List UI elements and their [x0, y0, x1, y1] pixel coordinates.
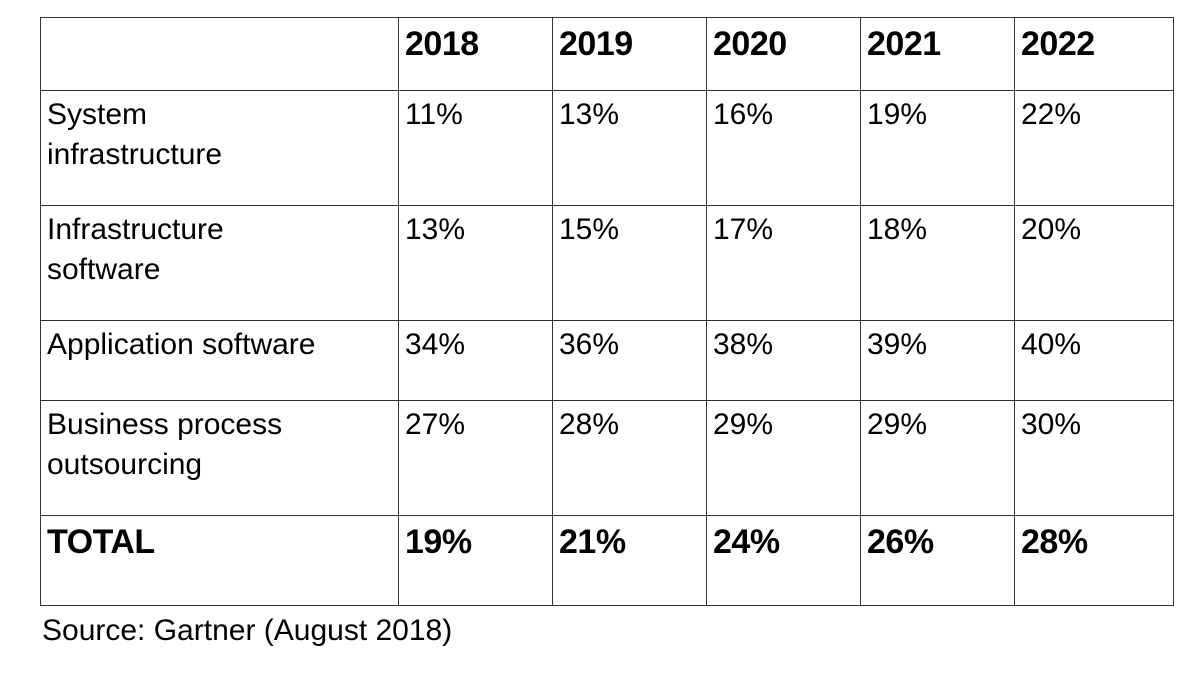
data-cell: 27%	[398, 400, 553, 516]
data-cell: 30%	[1014, 400, 1174, 516]
data-cell: 40%	[1014, 320, 1174, 401]
percentages-table: 2018 2019 2020 2021 2022 System infrastructu…	[40, 17, 1174, 606]
data-table-container: 2018 2019 2020 2021 2022 System infrastructu…	[40, 17, 1174, 606]
table-body: System infrastructure 11% 13% 16% 19% 22% Infr…	[40, 90, 1174, 606]
data-cell: 28%	[552, 400, 707, 516]
row-label: Infrastructure software	[40, 205, 399, 321]
row-label: System infrastructure	[40, 90, 399, 206]
data-cell: 39%	[860, 320, 1015, 401]
data-cell: 26%	[860, 515, 1015, 606]
data-cell: 24%	[706, 515, 861, 606]
data-cell: 28%	[1014, 515, 1174, 606]
data-cell: 20%	[1014, 205, 1174, 321]
data-cell: 11%	[398, 90, 553, 206]
data-cell: 36%	[552, 320, 707, 401]
header-cell-year: 2019	[552, 17, 707, 91]
table-header: 2018 2019 2020 2021 2022	[40, 17, 1174, 91]
data-cell: 22%	[1014, 90, 1174, 206]
table-row: Infrastructure software 13% 15% 17% 18% 20%	[40, 205, 1174, 321]
table-row: System infrastructure 11% 13% 16% 19% 22%	[40, 90, 1174, 206]
source-attribution: Source: Gartner (August 2018)	[42, 614, 453, 647]
header-cell-year: 2020	[706, 17, 861, 91]
data-cell: 21%	[552, 515, 707, 606]
row-label: Business process outsourcing	[40, 400, 399, 516]
data-cell: 13%	[398, 205, 553, 321]
data-cell: 19%	[398, 515, 553, 606]
data-cell: 29%	[860, 400, 1015, 516]
data-cell: 38%	[706, 320, 861, 401]
data-cell: 13%	[552, 90, 707, 206]
header-cell-year: 2018	[398, 17, 553, 91]
data-cell: 16%	[706, 90, 861, 206]
data-cell: 29%	[706, 400, 861, 516]
data-cell: 18%	[860, 205, 1015, 321]
table-row: Business process outsourcing 27% 28% 29% 29%…	[40, 400, 1174, 516]
table-row: Application software 34% 36% 38% 39% 40%	[40, 320, 1174, 401]
data-cell: 19%	[860, 90, 1015, 206]
data-cell: 15%	[552, 205, 707, 321]
table-row: TOTAL 19% 21% 24% 26% 28%	[40, 515, 1174, 606]
header-cell-year: 2021	[860, 17, 1015, 91]
header-cell-year: 2022	[1014, 17, 1174, 91]
row-label: Application software	[40, 320, 399, 401]
header-cell-empty	[40, 17, 399, 91]
data-cell: 17%	[706, 205, 861, 321]
header-row: 2018 2019 2020 2021 2022	[40, 17, 1174, 91]
data-cell: 34%	[398, 320, 553, 401]
row-label: TOTAL	[40, 515, 399, 606]
